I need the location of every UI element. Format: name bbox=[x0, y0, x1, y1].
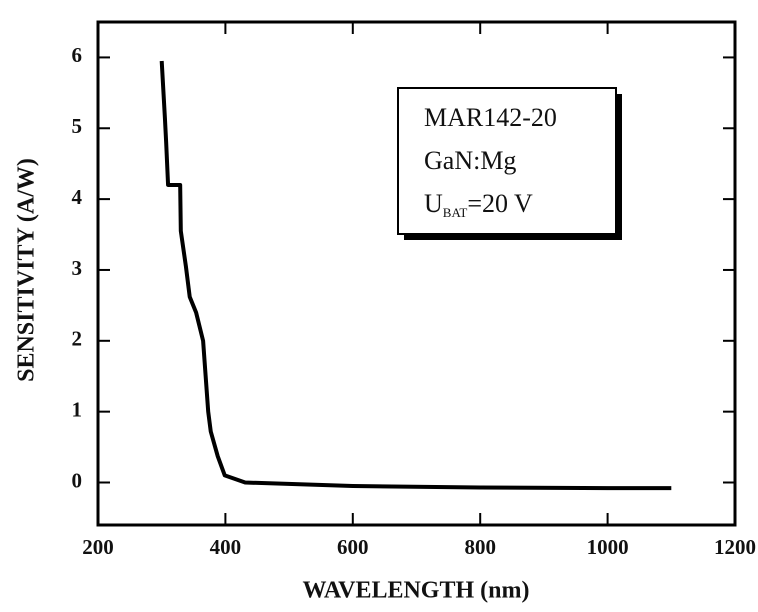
bias-subscript: BAT bbox=[443, 205, 468, 220]
y-tick-label: 6 bbox=[72, 43, 83, 67]
y-tick-label: 3 bbox=[72, 256, 83, 280]
x-tick-label: 1200 bbox=[714, 535, 756, 559]
x-tick-label: 400 bbox=[210, 535, 242, 559]
annotation-line: GaN:Mg bbox=[424, 146, 516, 175]
y-tick-label: 0 bbox=[72, 468, 83, 492]
y-tick-label: 2 bbox=[72, 327, 83, 351]
y-axis-label: SENSITIVITY (A/W) bbox=[14, 158, 40, 382]
x-tick-label: 1000 bbox=[587, 535, 629, 559]
x-tick-label: 800 bbox=[464, 535, 496, 559]
bias-symbol: U bbox=[424, 189, 443, 218]
x-tick-label: 600 bbox=[337, 535, 369, 559]
annotation-bias: UBAT=20 V bbox=[424, 189, 533, 220]
annotation-line: MAR142-20 bbox=[424, 103, 557, 132]
y-tick-label: 4 bbox=[72, 185, 83, 209]
bias-text: =20 V bbox=[467, 189, 533, 218]
y-tick-label: 5 bbox=[72, 114, 83, 138]
x-tick-label: 200 bbox=[82, 535, 114, 559]
data-line bbox=[159, 60, 672, 491]
plot-frame bbox=[96, 20, 737, 527]
annotation-box bbox=[397, 87, 617, 235]
x-axis-label: WAVELENGTH (nm) bbox=[303, 578, 530, 604]
y-tick-label: 1 bbox=[72, 397, 83, 421]
